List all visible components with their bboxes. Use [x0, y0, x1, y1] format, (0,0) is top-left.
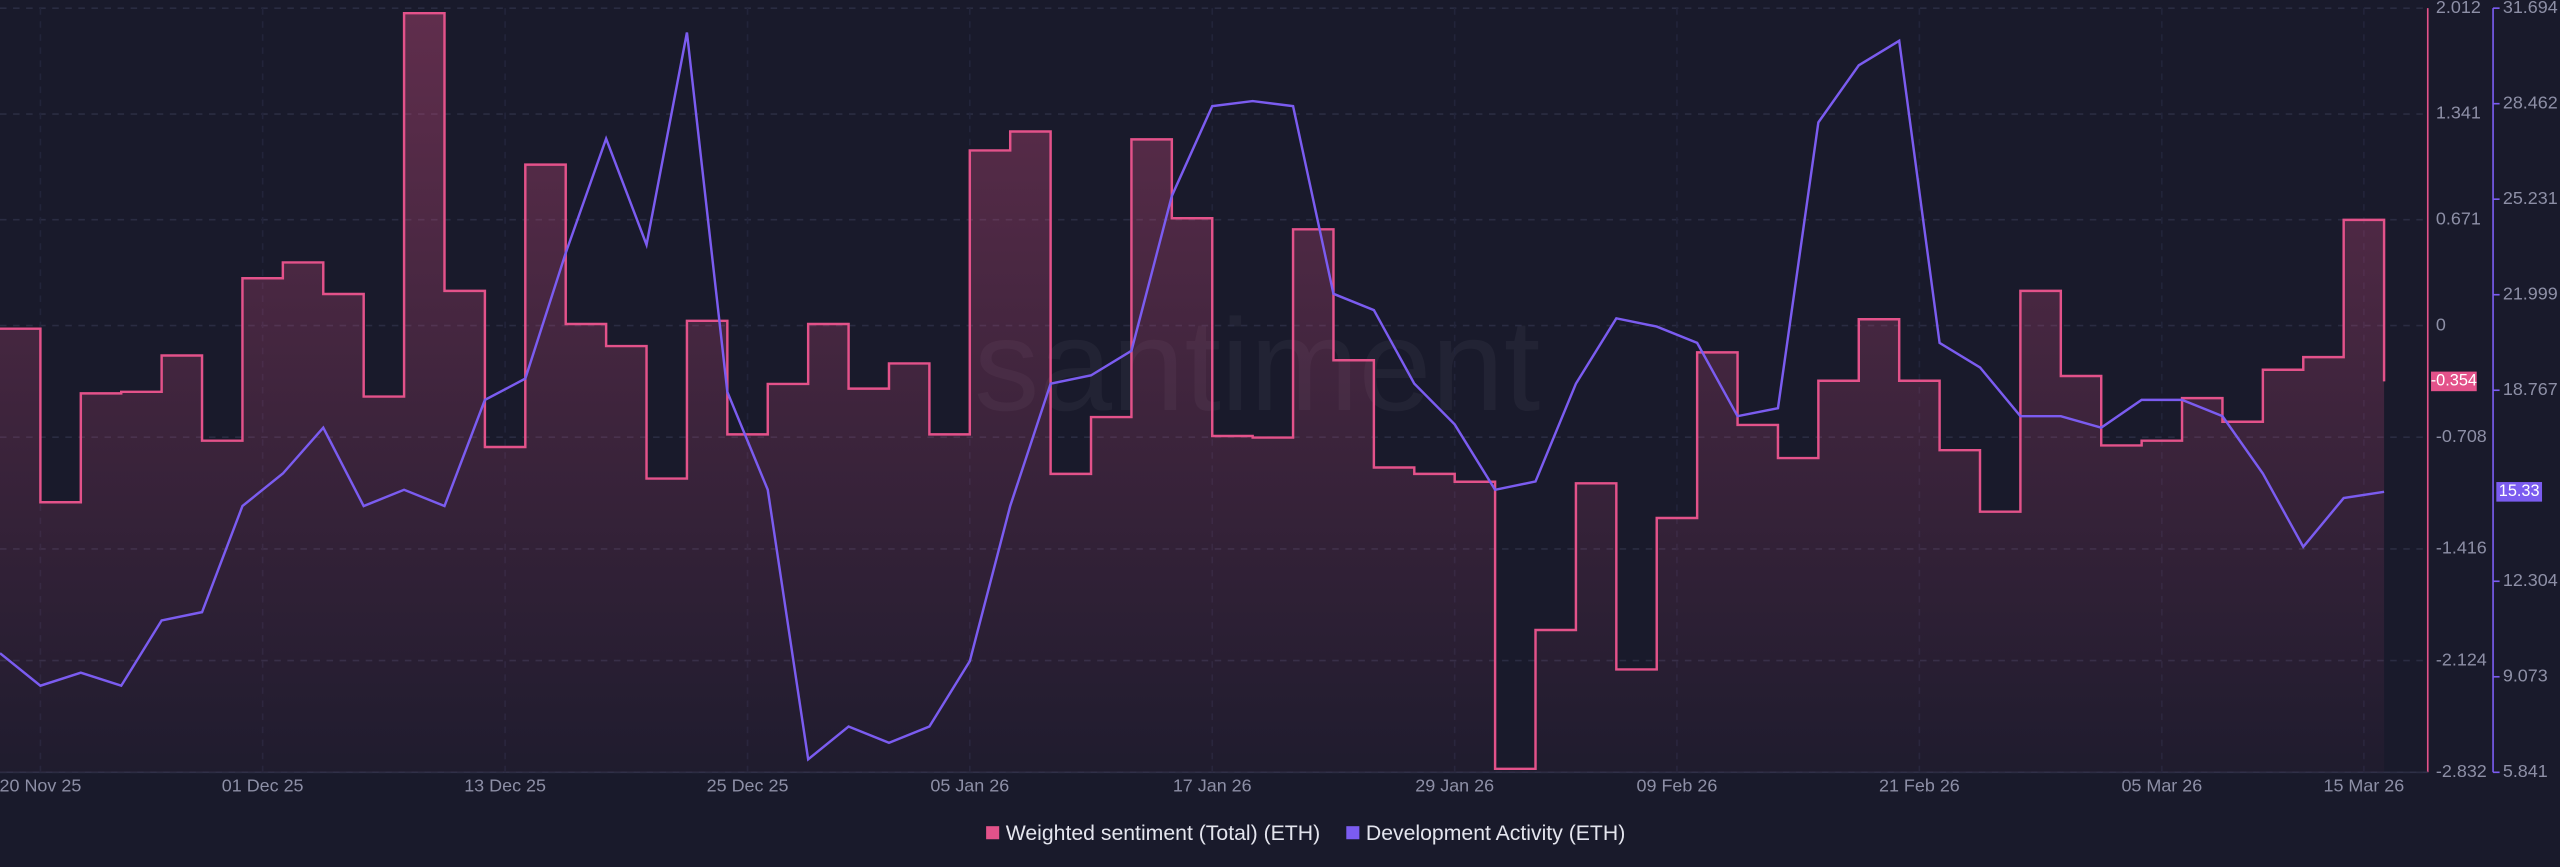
last-value-label: 15.33	[2499, 482, 2540, 500]
y2-tick-label: 28.462	[2503, 92, 2558, 112]
last-value-label: -0.354	[2431, 372, 2477, 390]
legend-label: Weighted sentiment (Total) (ETH)	[1006, 822, 1320, 845]
y-tick-label: -2.124	[2436, 649, 2487, 669]
x-tick-label: 20 Nov 25	[0, 776, 81, 796]
y2-tick-label: 12.304	[2503, 570, 2558, 590]
y2-tick-label: 18.767	[2503, 379, 2558, 399]
line	[0, 11, 2386, 771]
y-tick-label: 0	[2436, 314, 2446, 334]
last-value-badge	[2431, 371, 2477, 392]
y-tick-label: 2.012	[2436, 0, 2481, 17]
y-tick-label: -0.708	[2436, 426, 2487, 446]
last-value-badge	[2496, 482, 2543, 502]
y-tick-label: -1.416	[2436, 538, 2487, 558]
area	[0, 13, 2385, 773]
x-tick-label: 05 Mar 26	[2121, 776, 2202, 796]
legend-swatch	[986, 826, 1000, 840]
x-tick-label: 05 Jan 26	[930, 776, 1009, 796]
legend-label: Development Activity (ETH)	[1366, 822, 1625, 845]
x-tick-label: 01 Dec 25	[222, 776, 304, 796]
y2-tick-label: 31.694	[2503, 0, 2558, 17]
y-tick-label: -2.832	[2436, 761, 2487, 781]
watermark: santiment	[974, 292, 1540, 438]
y2-tick-label: 25.231	[2503, 188, 2558, 208]
x-tick-label: 15 Mar 26	[2323, 776, 2404, 796]
legend: Weighted sentiment (Total) (ETH) Developm…	[986, 822, 1625, 845]
y-tick-label: 1.341	[2436, 103, 2481, 123]
line	[0, 32, 2385, 762]
x-tick-label: 29 Jan 26	[1415, 776, 1494, 796]
legend-swatch	[1346, 826, 1360, 840]
x-tick-label: 17 Jan 26	[1173, 776, 1252, 796]
x-tick-label: 09 Feb 26	[1637, 776, 1718, 796]
y2-tick-label: 9.073	[2503, 666, 2548, 686]
x-tick-label: 13 Dec 25	[464, 776, 546, 796]
x-tick-label: 25 Dec 25	[707, 776, 789, 796]
y-tick-label: 0.671	[2436, 208, 2481, 228]
x-tick-label: 21 Feb 26	[1879, 776, 1960, 796]
y2-tick-label: 21.999	[2503, 283, 2558, 303]
y2-tick-label: 5.841	[2503, 761, 2548, 781]
